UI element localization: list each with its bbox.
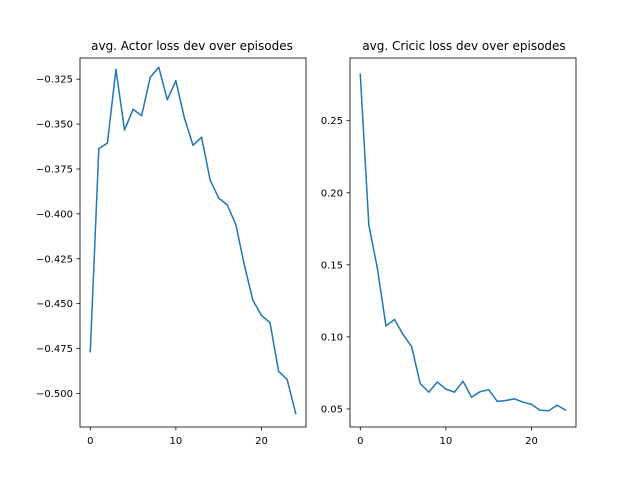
data-point (149, 76, 151, 79)
y-tick-label: 0.15 (321, 260, 343, 271)
data-point (200, 136, 203, 138)
data-point (453, 391, 456, 393)
x-tick-label: 0 (357, 436, 363, 447)
data-point (98, 147, 100, 150)
data-point (436, 381, 439, 383)
data-point (260, 314, 263, 317)
tick-group: 0 10 20 0.05 0.10 0.15 0.20 0.25 (321, 116, 538, 447)
data-point (123, 129, 126, 131)
data-point (89, 351, 92, 353)
data-point (192, 144, 194, 147)
data-point (547, 409, 550, 412)
subplot-actor-loss: avg. Actor loss dev over episodes 0 10 20 −… (36, 39, 307, 447)
data-point (385, 325, 387, 327)
series-group (359, 73, 567, 412)
data-point (513, 398, 516, 400)
plot-frame (79, 57, 307, 428)
y-tick-label: −0.450 (36, 299, 73, 310)
data-point (470, 396, 473, 398)
data-point (376, 267, 379, 270)
x-tick-label: 20 (255, 436, 268, 447)
data-point (115, 68, 117, 71)
y-tick-label: −0.375 (36, 164, 73, 175)
data-point (106, 142, 109, 144)
data-point (564, 409, 567, 411)
chart-title: avg. Cricic loss dev over episodes (362, 39, 565, 53)
data-point (393, 318, 396, 321)
data-point (445, 388, 447, 390)
x-tick-label: 0 (87, 436, 93, 447)
x-tick-label: 10 (170, 436, 183, 447)
data-point (368, 224, 370, 226)
data-point (428, 391, 430, 393)
data-point (243, 264, 246, 266)
data-point (226, 204, 228, 206)
series-group (89, 66, 297, 415)
tick-group: 0 10 20 −0.500 −0.475 −0.450 −0.425 −0.400 −0.37… (36, 75, 268, 447)
data-point (235, 223, 237, 226)
data-point (286, 378, 288, 381)
y-tick-label: −0.325 (36, 75, 73, 86)
data-point (166, 98, 169, 101)
data-point (505, 399, 507, 402)
y-tick-label: −0.475 (36, 344, 73, 355)
data-point (359, 73, 362, 75)
data-point (462, 380, 464, 383)
data-point (277, 370, 280, 373)
data-point (479, 390, 481, 393)
data-point (158, 66, 160, 69)
data-point (140, 114, 143, 117)
subplot-critic-loss: avg. Cricic loss dev over episodes 0 10 20… (321, 39, 577, 447)
y-tick-label: 0.25 (321, 116, 343, 127)
y-tick-label: −0.400 (36, 209, 73, 220)
data-point (419, 382, 421, 385)
y-tick-label: 0.10 (321, 332, 343, 343)
data-point (496, 400, 498, 403)
x-tick-label: 20 (525, 436, 538, 447)
data-point (487, 388, 490, 391)
data-point (539, 409, 541, 412)
y-tick-label: −0.500 (36, 389, 73, 400)
data-point (183, 117, 186, 119)
y-tick-label: 0.05 (321, 404, 343, 415)
chart-title: avg. Actor loss dev over episodes (91, 39, 293, 53)
plot-frame (349, 57, 577, 428)
data-point (175, 80, 177, 82)
data-point (252, 299, 254, 302)
data-point (410, 345, 413, 348)
data-point (269, 322, 271, 324)
x-tick-label: 10 (440, 436, 453, 447)
data-point (556, 404, 558, 406)
data-point (530, 403, 533, 406)
data-point (217, 197, 220, 199)
data-point (294, 412, 297, 415)
data-point (522, 401, 524, 403)
y-tick-label: −0.350 (36, 120, 73, 131)
data-point (132, 108, 134, 111)
y-tick-label: 0.20 (321, 188, 343, 199)
data-point (209, 179, 211, 181)
y-tick-label: −0.425 (36, 254, 73, 265)
data-point (402, 333, 404, 336)
